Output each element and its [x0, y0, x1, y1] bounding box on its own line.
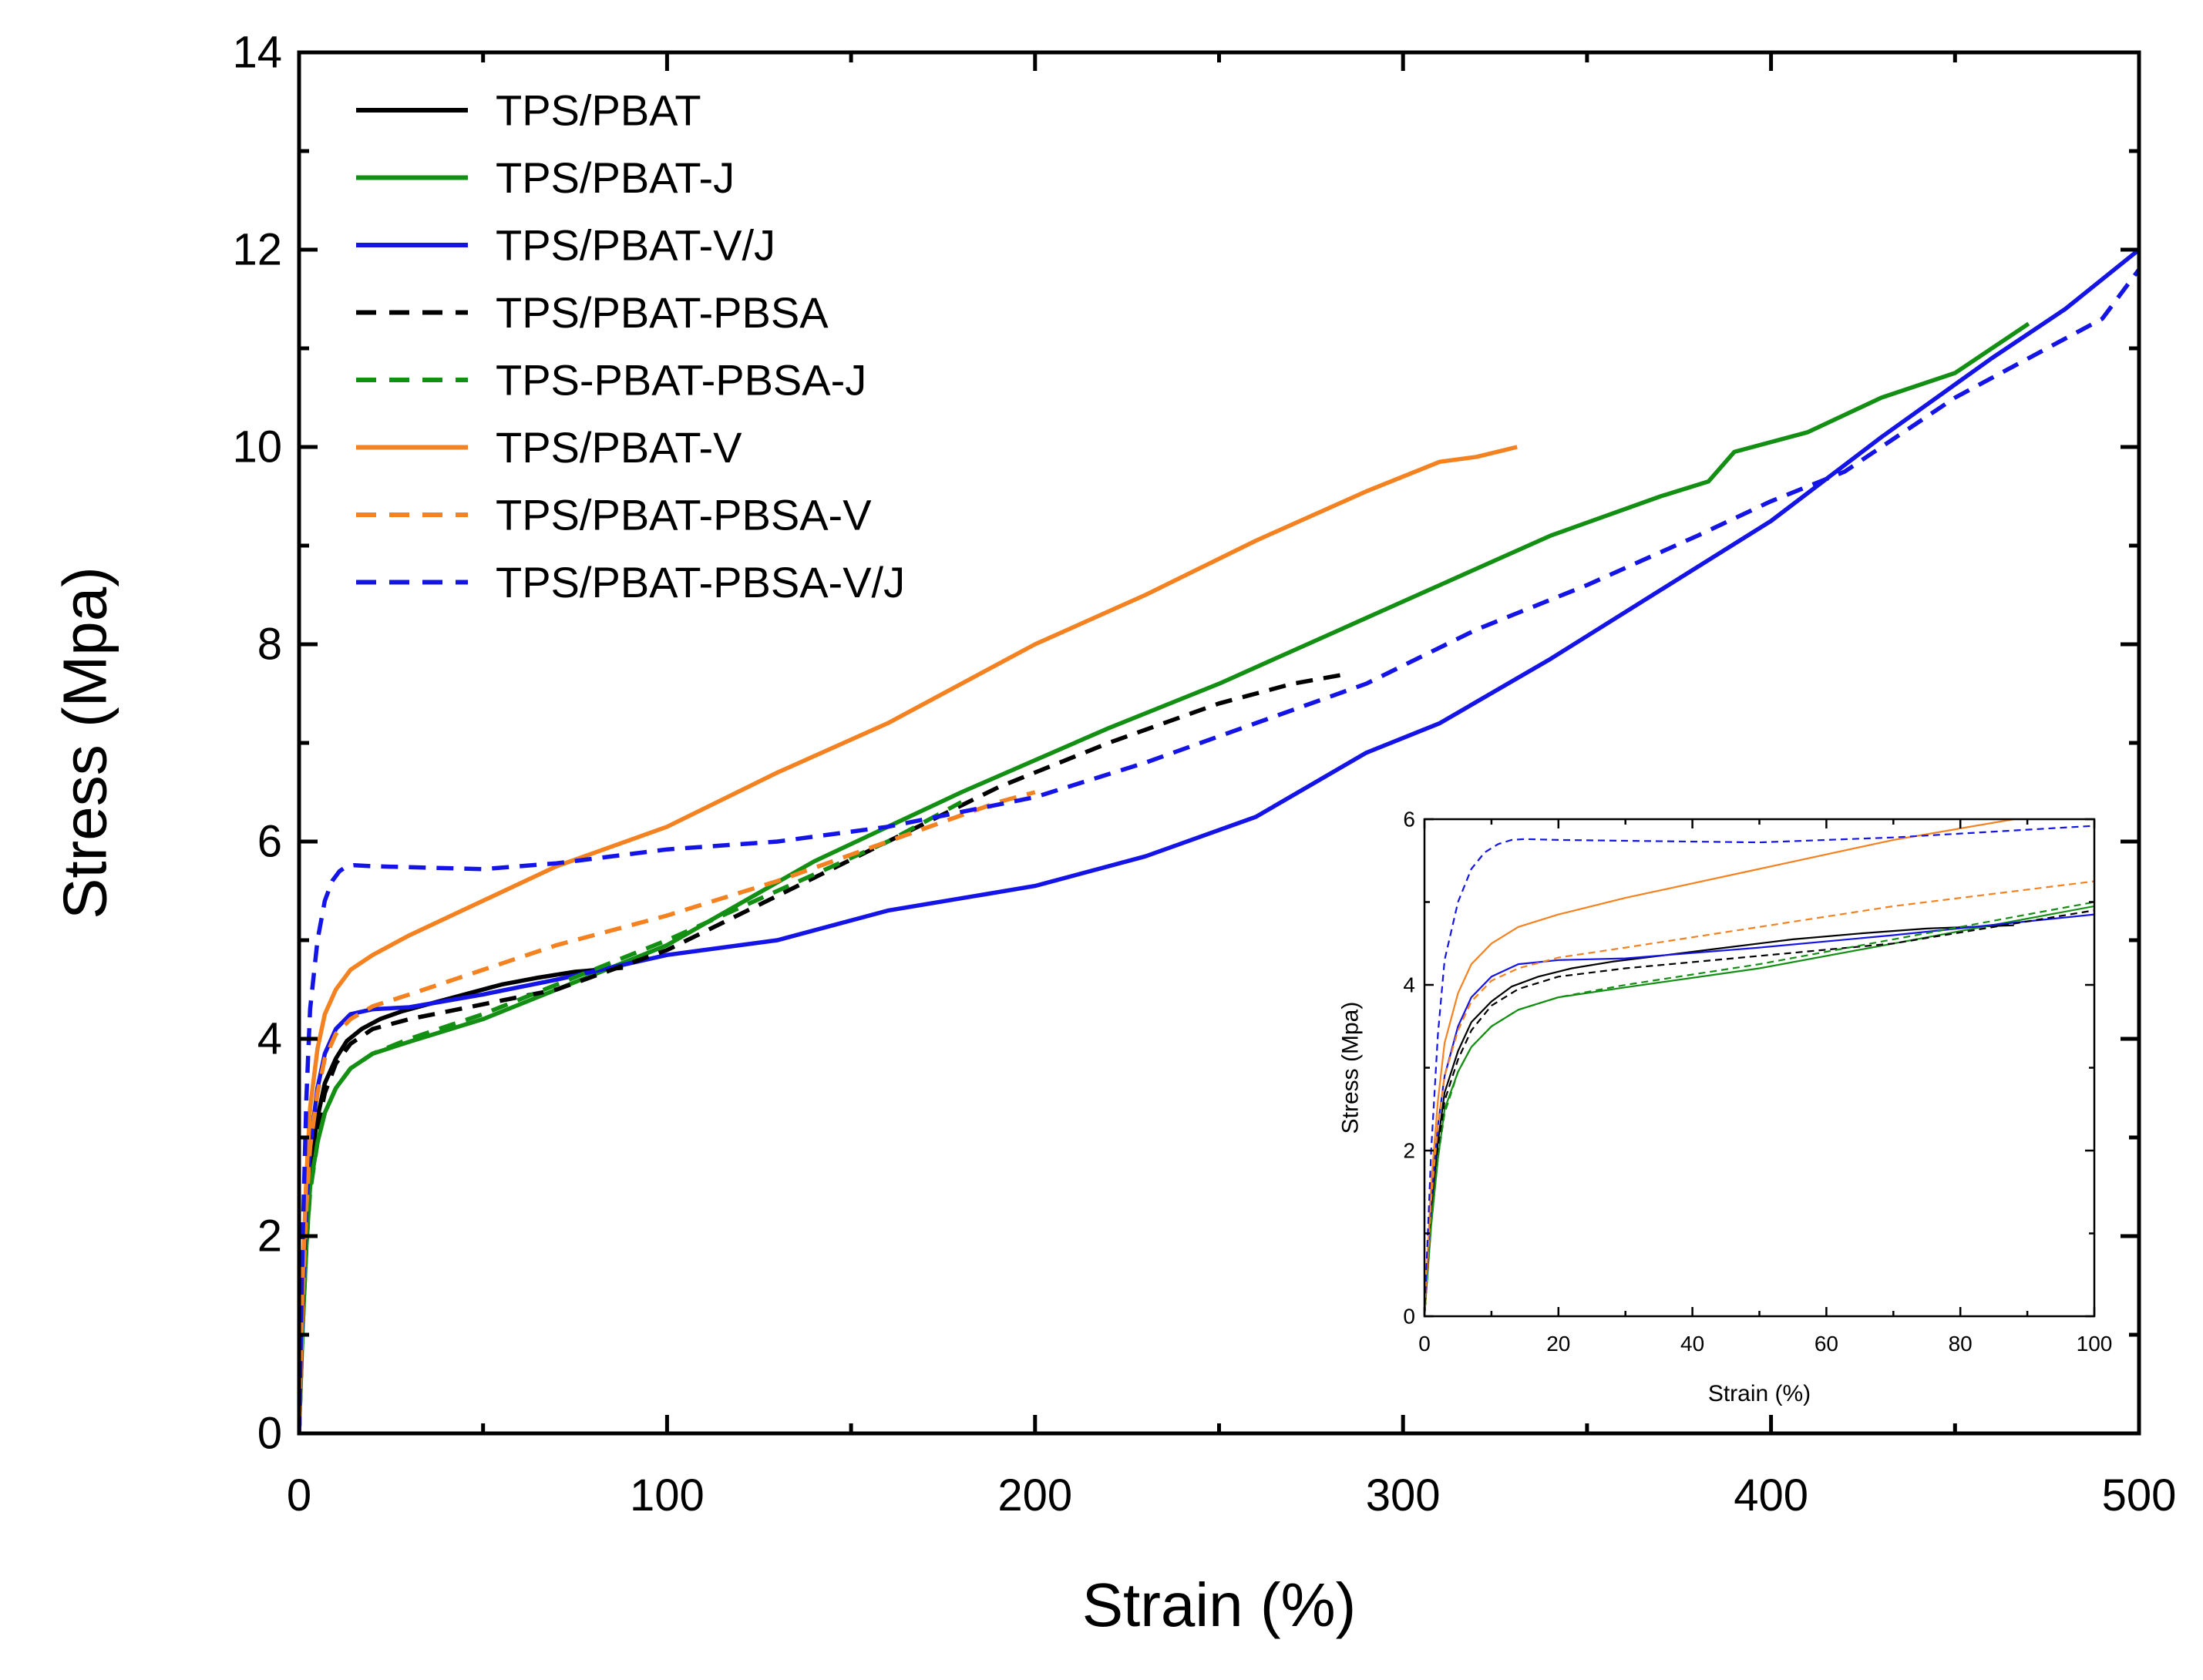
- x-tick-label-main-5: 500: [2102, 1470, 2177, 1520]
- series-group-main: [299, 247, 2139, 1433]
- series-line-inset-7: [1424, 825, 2094, 1316]
- plot-area-inset: [1424, 819, 2094, 1316]
- legend-label-4: TPS-PBAT-PBSA-J: [496, 356, 866, 405]
- y-tick-label-main-1: 2: [257, 1211, 282, 1262]
- y-tick-label-inset-3: 6: [1403, 808, 1415, 832]
- y-tick-label-main-0: 0: [257, 1409, 282, 1459]
- y-tick-label-main-6: 12: [232, 225, 282, 275]
- legend-label-6: TPS/PBAT-PBSA-V: [496, 491, 872, 539]
- x-tick-label-main-2: 200: [997, 1470, 1072, 1520]
- series-line-inset-3: [1424, 909, 2094, 1316]
- series-line-inset-6: [1424, 880, 2094, 1316]
- legend-label-5: TPS/PBAT-V: [496, 423, 742, 472]
- series-line-main-3: [299, 671, 1349, 1433]
- x-tick-label-inset-2: 40: [1680, 1332, 1704, 1356]
- y-tick-label-inset-1: 2: [1403, 1139, 1415, 1163]
- series-group-inset: [1424, 819, 2094, 1316]
- y-tick-label-inset-0: 0: [1403, 1305, 1415, 1329]
- chart-inset: 0 20 40 60 80 100 0 2 4 6 Strain (%) Stress (Mpa): [1338, 808, 2113, 1407]
- x-tick-label-inset-3: 60: [1815, 1332, 1838, 1356]
- legend-label-3: TPS/PBAT-PBSA: [496, 288, 829, 337]
- series-line-main-2: [299, 247, 2139, 1433]
- x-tick-label-main-1: 100: [630, 1470, 705, 1520]
- x-tick-label-inset-4: 80: [1949, 1332, 1973, 1356]
- y-axis-title-main: Stress (Mpa): [51, 566, 119, 919]
- x-tick-label-inset-0: 0: [1418, 1332, 1431, 1356]
- y-axis-title-inset: Stress (Mpa): [1338, 1002, 1364, 1134]
- legend-label-2: TPS/PBAT-V/J: [496, 221, 775, 270]
- series-line-main-6: [299, 790, 1036, 1433]
- series-line-inset-5: [1424, 819, 2014, 1316]
- y-tick-label-inset-2: 4: [1403, 973, 1415, 997]
- series-line-inset-0: [1424, 924, 2014, 1316]
- x-axis-title-main: Strain (%): [1082, 1571, 1357, 1639]
- x-tick-label-main-3: 300: [1366, 1470, 1441, 1520]
- series-line-main-5: [299, 445, 1518, 1433]
- x-tick-label-main-4: 400: [1734, 1470, 1808, 1520]
- x-tick-label-inset-5: 100: [2077, 1332, 2113, 1356]
- y-tick-label-main-2: 4: [257, 1014, 282, 1064]
- x-tick-label-inset-1: 20: [1546, 1332, 1570, 1356]
- legend-label-0: TPS/PBAT: [496, 86, 701, 135]
- y-tick-label-main-4: 8: [257, 620, 282, 670]
- legend: TPS/PBAT TPS/PBAT-J TPS/PBAT-V/J TPS/PBAT-P…: [356, 86, 905, 606]
- series-line-main-1: [299, 321, 2030, 1433]
- x-tick-label-main-0: 0: [287, 1470, 311, 1520]
- y-tick-label-main-7: 14: [232, 28, 282, 78]
- series-line-main-7: [299, 267, 2139, 1433]
- y-tick-label-main-5: 10: [232, 422, 282, 472]
- series-line-inset-4: [1424, 901, 2094, 1316]
- legend-label-7: TPS/PBAT-PBSA-V/J: [496, 558, 905, 606]
- y-tick-label-main-3: 6: [257, 817, 282, 867]
- legend-label-1: TPS/PBAT-J: [496, 153, 735, 202]
- x-axis-title-inset: Strain (%): [1708, 1381, 1811, 1406]
